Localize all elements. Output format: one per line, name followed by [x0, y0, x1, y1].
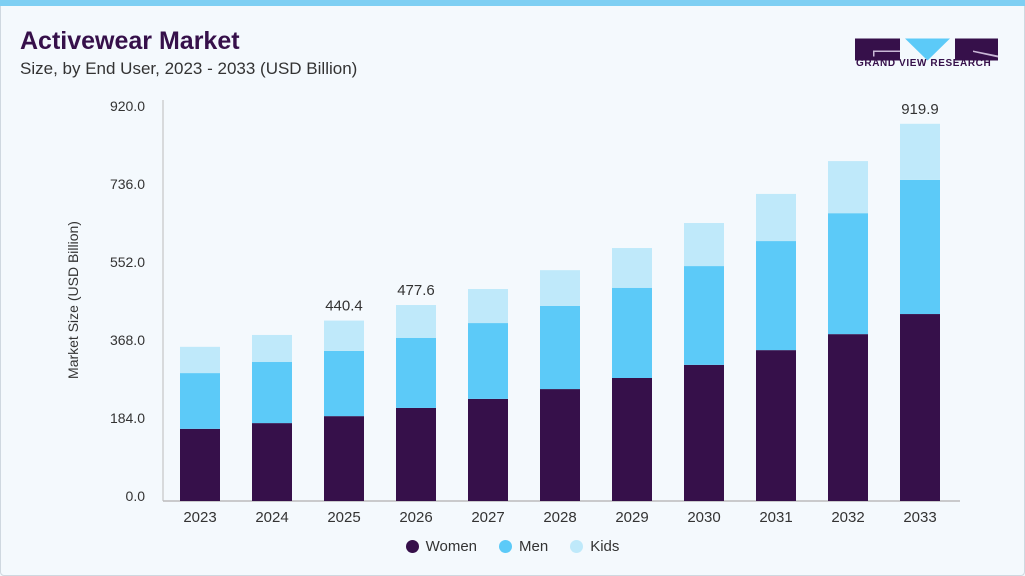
bar-kids-2030: [684, 223, 724, 267]
bar-women-2024: [252, 423, 292, 501]
legend-item-women: Women: [405, 538, 478, 555]
x-tick-label: 2029: [615, 509, 648, 526]
bar-women-2023: [180, 428, 220, 501]
bar-men-2033: [900, 179, 940, 315]
bar-kids-2025: [324, 320, 364, 351]
legend-item-kids: Kids: [570, 538, 619, 555]
legend-swatch: [570, 540, 584, 553]
bar-kids-2027: [468, 289, 508, 324]
y-tick-label: 552.0: [110, 254, 145, 270]
chart-title: Activewear Market: [20, 27, 240, 55]
bar-women-2030: [684, 364, 724, 501]
bar-men-2028: [540, 305, 580, 390]
y-tick-label: 0.0: [126, 488, 146, 504]
logo-text: GRAND VIEW RESEARCH: [856, 58, 992, 69]
bar-kids-2024: [252, 334, 292, 363]
bar-women-2028: [540, 389, 580, 501]
legend-label: Men: [519, 538, 549, 555]
data-label-2033: 919.9: [901, 101, 939, 118]
bar-women-2025: [324, 416, 364, 501]
chart-subtitle: Size, by End User, 2023 - 2033 (USD Bill…: [20, 59, 358, 78]
bar-men-2027: [468, 323, 508, 399]
bar-kids-2029: [612, 248, 652, 288]
x-tick-label: 2027: [471, 509, 504, 526]
bar-men-2026: [396, 337, 436, 408]
bar-men-2032: [828, 213, 868, 335]
x-tick-label: 2024: [255, 509, 288, 526]
bar-kids-2033: [900, 123, 940, 180]
y-tick-label: 184.0: [110, 410, 145, 426]
x-tick-label: 2031: [759, 509, 792, 526]
y-axis-title: Market Size (USD Billion): [65, 221, 81, 379]
bar-women-2033: [900, 314, 940, 501]
x-tick-label: 2032: [831, 509, 864, 526]
bar-women-2029: [612, 378, 652, 501]
bar-women-2031: [756, 350, 796, 501]
legend-label: Kids: [590, 538, 620, 555]
bar-women-2026: [396, 407, 436, 501]
x-tick-label: 2023: [183, 509, 216, 526]
bar-men-2025: [324, 350, 364, 417]
legend: Women Men Kids: [0, 538, 1025, 555]
x-tick-label: 2026: [399, 509, 432, 526]
x-tick-label: 2033: [903, 509, 936, 526]
top-accent-stripe: [0, 0, 1025, 6]
bar-kids-2023: [180, 346, 220, 374]
y-tick-label: 736.0: [110, 176, 145, 192]
x-tick-label: 2025: [327, 509, 360, 526]
bar-kids-2031: [756, 193, 796, 242]
bar-men-2029: [612, 287, 652, 378]
bar-women-2027: [468, 398, 508, 501]
bar-men-2030: [684, 266, 724, 365]
data-label-2025: 440.4: [325, 298, 363, 315]
legend-item-men: Men: [499, 538, 548, 555]
bar-men-2031: [756, 241, 796, 351]
data-label-2026: 477.6: [397, 282, 435, 299]
y-tick-label: 920.0: [110, 98, 145, 114]
legend-swatch: [405, 540, 419, 553]
bar-women-2032: [828, 334, 868, 501]
bar-men-2023: [180, 373, 220, 429]
legend-label: Women: [425, 538, 478, 555]
grand-view-research-logo: [855, 38, 998, 61]
y-tick-label: 368.0: [110, 332, 145, 348]
bar-kids-2032: [828, 161, 868, 214]
bar-men-2024: [252, 362, 292, 424]
x-tick-label: 2030: [687, 509, 720, 526]
bar-kids-2028: [540, 270, 580, 306]
x-tick-label: 2028: [543, 509, 576, 526]
legend-swatch: [499, 540, 513, 553]
bar-kids-2026: [396, 305, 436, 338]
